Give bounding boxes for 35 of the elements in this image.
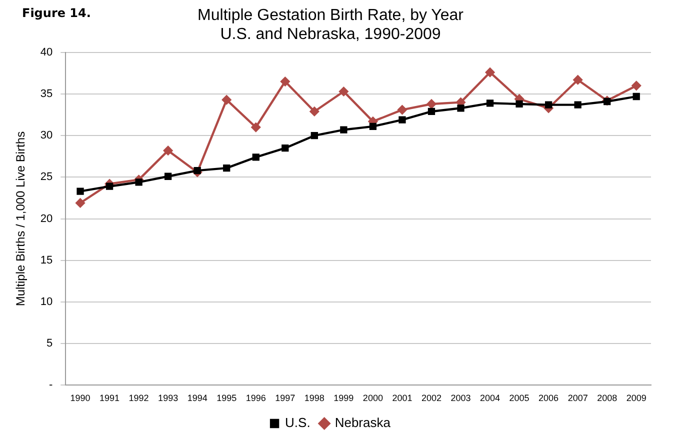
x-tick-label: 2006: [538, 393, 559, 404]
x-tick-label: 2008: [597, 393, 618, 404]
legend-label: Nebraska: [334, 415, 392, 430]
x-tick-label: 2009: [626, 393, 646, 404]
y-tick-label: 30: [40, 130, 53, 142]
y-tick-label: 35: [40, 88, 53, 100]
y-tick-label: 40: [40, 46, 53, 58]
x-tick-label: 1999: [334, 393, 354, 404]
x-tick-label: 2001: [392, 393, 412, 404]
x-tick-label: 1998: [304, 393, 324, 404]
y-axis-title: Multiple Births / 1,000 Live Births: [14, 131, 28, 306]
x-tick-label: 1997: [275, 393, 296, 404]
x-tick-label: 1990: [70, 393, 90, 404]
x-tick-label: 2000: [362, 393, 383, 404]
y-tick-label: 15: [40, 254, 53, 266]
y-tick-label: 20: [40, 212, 53, 225]
x-tick-label: 2004: [480, 393, 500, 404]
x-tick-label: 1996: [246, 393, 266, 404]
chart-subtitle: U.S. and Nebraska, 1990-2009: [220, 26, 441, 44]
legend-label: U.S.: [285, 415, 310, 430]
x-tick-label: 2005: [509, 393, 530, 404]
x-tick-label: 2003: [450, 393, 471, 404]
x-tick-label: 1992: [128, 393, 149, 404]
chart-title: Multiple Gestation Birth Rate, by Year: [198, 7, 464, 24]
caption: Figure 14.: [22, 6, 91, 20]
x-tick-label: 1995: [216, 393, 237, 404]
x-tick-label: 1994: [187, 393, 208, 404]
y-tick-label: 25: [40, 171, 53, 184]
x-tick-label: 1993: [158, 393, 178, 404]
x-tick-label: 1991: [100, 393, 120, 404]
y-tick-label: 5: [46, 338, 53, 350]
x-tick-label: 2002: [421, 393, 442, 404]
y-tick-label: 10: [40, 296, 53, 308]
y-tick-label: -: [48, 379, 53, 392]
x-tick-label: 2007: [568, 393, 588, 404]
